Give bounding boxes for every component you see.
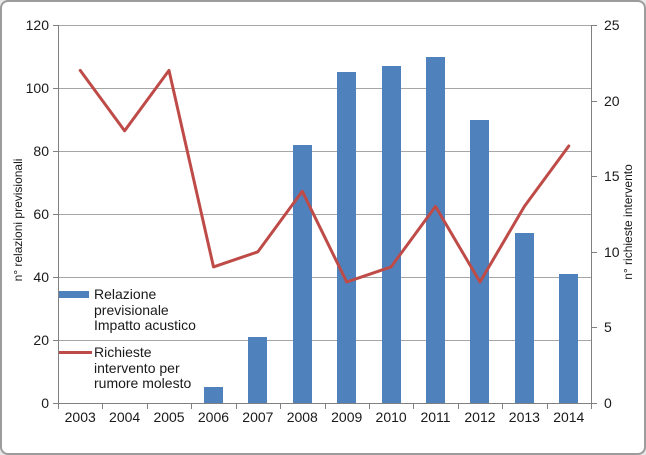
left-axis-tick-label: 80 — [33, 143, 49, 159]
right-axis-tick — [592, 100, 597, 102]
bar-2011 — [426, 56, 446, 403]
left-axis-line — [58, 25, 59, 403]
left-axis-tick — [53, 277, 58, 278]
bar-2012 — [470, 119, 490, 403]
x-axis-tick — [413, 404, 415, 409]
right-axis-tick — [592, 25, 597, 26]
right-axis-tick-label: 20 — [604, 92, 620, 109]
left-axis-tick — [53, 214, 58, 215]
left-axis-tick-label: 60 — [33, 206, 49, 222]
right-axis-tick — [592, 176, 597, 178]
left-axis-tick-label: 100 — [25, 80, 49, 96]
left-axis-title: n° relazioni previsionali — [11, 158, 25, 282]
x-axis-tick — [368, 404, 370, 409]
x-axis-tick — [457, 404, 459, 409]
left-axis-tick — [53, 403, 58, 404]
left-axis-tick-label: 40 — [33, 269, 49, 285]
x-axis-tick — [591, 404, 592, 409]
bar-2014 — [559, 273, 579, 403]
x-axis-tick — [146, 404, 148, 409]
y-gridline — [58, 150, 591, 152]
x-axis-tick-label: 2010 — [375, 409, 407, 425]
y-gridline — [58, 87, 591, 89]
bar-2008 — [292, 144, 312, 403]
left-axis-tick-label: 20 — [33, 332, 49, 348]
left-axis-tick-label: 120 — [25, 17, 49, 33]
x-axis-tick — [280, 404, 282, 409]
x-axis-tick-label: 2005 — [153, 409, 185, 425]
x-axis-tick-label: 2009 — [331, 409, 363, 425]
y-gridline — [58, 339, 591, 341]
right-axis-title: n° richieste intervento — [621, 164, 635, 280]
right-axis-tick — [592, 327, 597, 329]
bar-2006 — [203, 387, 223, 403]
x-axis-tick — [235, 404, 237, 409]
right-axis-tick-label: 10 — [604, 243, 620, 260]
x-axis-tick — [324, 404, 326, 409]
x-axis-tick-label: 2007 — [242, 409, 274, 425]
right-axis-tick — [592, 251, 597, 253]
right-axis-tick-label: 25 — [604, 17, 620, 33]
x-axis-tick-label: 2006 — [197, 409, 230, 425]
left-axis-tick-label: 0 — [41, 395, 49, 411]
line-series-path — [78, 68, 571, 284]
y-gridline — [58, 213, 591, 215]
x-axis-tick — [546, 404, 548, 409]
x-axis-tick-label: 2014 — [553, 409, 585, 425]
bar-2007 — [248, 336, 268, 403]
left-axis-tick — [53, 151, 58, 152]
right-axis-tick-label: 15 — [604, 168, 620, 185]
x-axis-tick-label: 2004 — [109, 409, 141, 425]
right-axis-tick-label: 5 — [604, 319, 612, 336]
x-axis-tick-label: 2003 — [64, 409, 96, 425]
x-axis-tick — [58, 404, 59, 409]
right-axis-tick — [592, 403, 597, 404]
x-axis-tick — [102, 404, 104, 409]
x-axis-tick-label: 2008 — [286, 409, 318, 425]
bar-2009 — [337, 72, 357, 403]
y-gridline — [58, 276, 591, 278]
x-axis-tick-label: 2012 — [464, 409, 496, 425]
left-axis-tick — [53, 88, 58, 89]
x-axis-tick-label: 2013 — [508, 409, 540, 425]
bar-2010 — [381, 65, 401, 403]
left-axis-tick — [53, 340, 58, 341]
x-axis-tick — [191, 404, 193, 409]
bar-2013 — [514, 232, 534, 403]
x-axis-tick — [502, 404, 504, 409]
x-axis-tick-label: 2011 — [420, 409, 451, 425]
right-axis-tick-label: 0 — [604, 395, 612, 411]
y-gridline — [58, 24, 591, 26]
x-axis-line — [58, 403, 592, 404]
left-axis-tick — [53, 25, 58, 26]
right-axis-line — [591, 25, 592, 403]
